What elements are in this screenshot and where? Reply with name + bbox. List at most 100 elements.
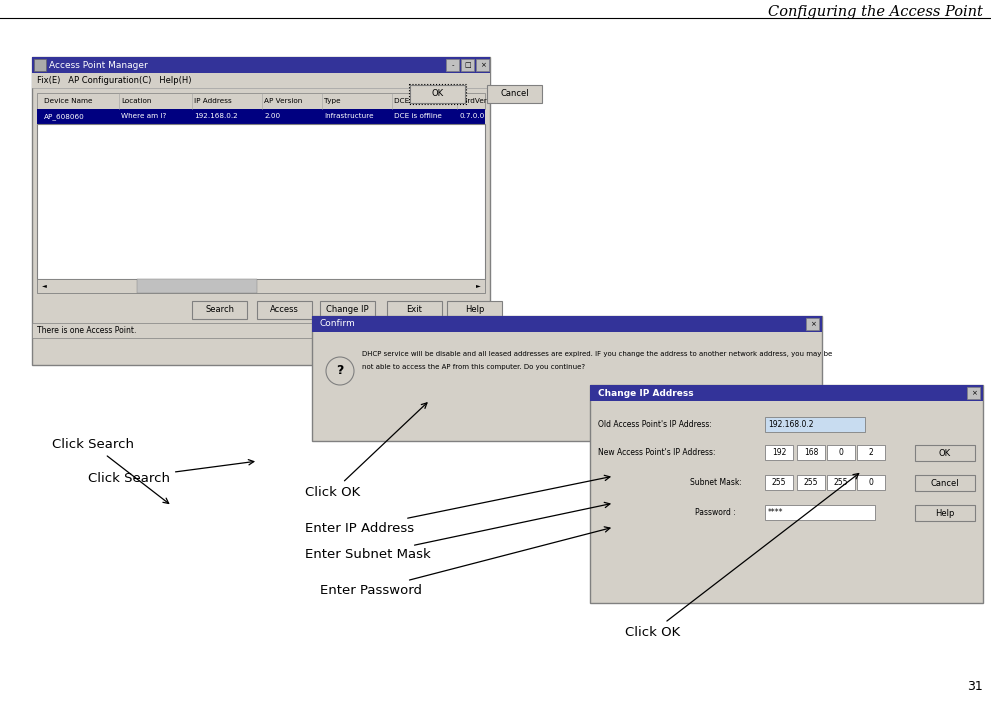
Text: Help: Help (465, 306, 485, 315)
Text: Click Search: Click Search (52, 439, 168, 503)
Text: DCE Status: DCE Status (394, 98, 435, 104)
Text: Old Access Point's IP Address:: Old Access Point's IP Address: (598, 420, 712, 429)
Text: 255: 255 (772, 478, 786, 487)
Text: Access Point Manager: Access Point Manager (49, 60, 148, 69)
Text: IP Address: IP Address (194, 98, 232, 104)
Text: OK: OK (431, 90, 444, 99)
Bar (312, 316, 822, 441)
Bar (765, 445, 793, 460)
Text: 168: 168 (804, 448, 819, 457)
Bar (487, 85, 542, 103)
Text: CardVers: CardVers (459, 98, 492, 104)
Bar (967, 387, 980, 399)
Text: ?: ? (336, 365, 344, 378)
Text: ****: **** (768, 508, 784, 517)
Text: Enter Password: Enter Password (320, 527, 609, 597)
Bar (409, 84, 466, 104)
Bar (312, 316, 822, 332)
Text: Enter IP Address: Enter IP Address (305, 475, 609, 534)
Text: Search: Search (205, 306, 234, 315)
Text: Fix(E)   AP Configuration(C)   Help(H): Fix(E) AP Configuration(C) Help(H) (37, 76, 191, 85)
Bar (827, 445, 855, 460)
Bar (915, 445, 975, 461)
Text: 255: 255 (804, 478, 819, 487)
Text: 192.168.0.2: 192.168.0.2 (194, 114, 238, 119)
Text: 0.7.0.0: 0.7.0.0 (459, 114, 485, 119)
Bar (797, 445, 825, 460)
Bar (590, 385, 983, 603)
Bar (446, 59, 459, 71)
Bar (765, 505, 875, 520)
Text: -: - (451, 62, 454, 68)
Text: ×: × (810, 321, 816, 327)
Text: 31: 31 (967, 681, 983, 693)
Bar (806, 318, 819, 330)
Bar (590, 385, 983, 401)
Bar (32, 57, 490, 365)
Text: Password :: Password : (695, 508, 735, 517)
Bar (461, 59, 474, 71)
Bar (37, 109, 485, 124)
Bar (192, 301, 247, 319)
Bar (765, 475, 793, 490)
Text: ×: × (480, 62, 486, 68)
Text: AP_608060: AP_608060 (44, 113, 85, 120)
Bar (137, 279, 257, 293)
Bar (915, 505, 975, 521)
Text: New Access Point's IP Address:: New Access Point's IP Address: (598, 448, 716, 457)
Text: AP Version: AP Version (264, 98, 302, 104)
Text: 2: 2 (869, 448, 873, 457)
Text: 0: 0 (838, 448, 843, 457)
Bar (257, 301, 312, 319)
Text: Where am I?: Where am I? (121, 114, 166, 119)
Bar (857, 445, 885, 460)
Circle shape (326, 357, 354, 385)
Text: 255: 255 (833, 478, 848, 487)
Bar (915, 475, 975, 491)
Bar (410, 85, 465, 103)
Bar (37, 124, 485, 279)
Text: Device Name: Device Name (44, 98, 92, 104)
Text: □: □ (464, 62, 471, 68)
Text: 2.00: 2.00 (264, 114, 280, 119)
Text: Change IP: Change IP (326, 306, 369, 315)
Text: Type: Type (324, 98, 341, 104)
Bar (34, 59, 46, 71)
Bar (827, 475, 855, 490)
Text: 0: 0 (868, 478, 873, 487)
Bar (797, 475, 825, 490)
Bar (765, 417, 865, 432)
Text: DCE is offline: DCE is offline (394, 114, 442, 119)
Text: DHCP service will be disable and all leased addresses are expired. IF you change: DHCP service will be disable and all lea… (362, 351, 832, 357)
Text: Configuring the Access Point: Configuring the Access Point (768, 5, 983, 19)
Bar (32, 73, 490, 88)
Text: Access: Access (271, 306, 299, 315)
Text: Click Search: Click Search (88, 460, 254, 484)
Text: Exit: Exit (406, 306, 422, 315)
Text: Confirm: Confirm (320, 320, 356, 329)
Text: Change IP Address: Change IP Address (598, 388, 694, 397)
Bar (37, 93, 485, 109)
Text: Cancel: Cancel (931, 479, 959, 487)
Text: Enter Subnet Mask: Enter Subnet Mask (305, 503, 609, 562)
Text: ×: × (970, 390, 976, 396)
Text: ►: ► (477, 283, 481, 289)
Bar (32, 57, 490, 73)
Bar (37, 279, 485, 293)
Bar (387, 301, 442, 319)
Text: Infrastructure: Infrastructure (324, 114, 374, 119)
Text: Help: Help (936, 508, 954, 517)
Bar (857, 475, 885, 490)
Text: Subnet Mask:: Subnet Mask: (690, 478, 742, 487)
Text: Click OK: Click OK (625, 474, 858, 639)
Text: ◄: ◄ (42, 283, 47, 289)
Text: OK: OK (938, 449, 951, 458)
Text: Cancel: Cancel (500, 90, 529, 99)
Bar (32, 323, 490, 338)
Bar (320, 301, 375, 319)
Text: Click OK: Click OK (305, 403, 427, 498)
Bar (476, 59, 489, 71)
Text: There is one Access Point.: There is one Access Point. (37, 326, 137, 335)
Text: 192: 192 (772, 448, 786, 457)
Bar (447, 301, 502, 319)
